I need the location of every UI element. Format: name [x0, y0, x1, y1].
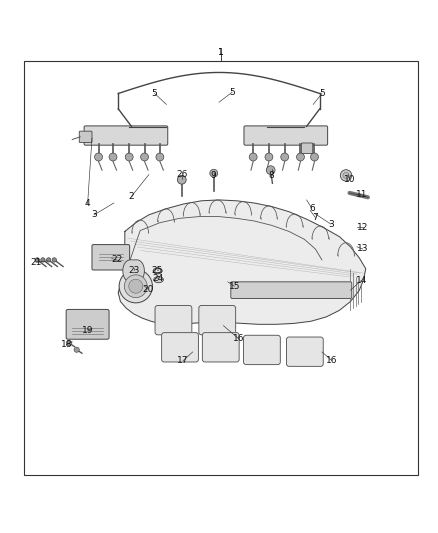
Circle shape — [52, 258, 57, 262]
Text: 15: 15 — [229, 282, 240, 290]
Text: 5: 5 — [152, 89, 158, 98]
Circle shape — [35, 258, 39, 262]
FancyBboxPatch shape — [92, 245, 130, 270]
Text: 4: 4 — [85, 199, 90, 208]
FancyBboxPatch shape — [202, 333, 239, 362]
Circle shape — [266, 166, 275, 174]
Text: 3: 3 — [328, 220, 334, 229]
Polygon shape — [123, 260, 145, 282]
FancyBboxPatch shape — [244, 335, 280, 365]
Text: 2: 2 — [129, 192, 134, 201]
Text: 6: 6 — [309, 204, 315, 213]
Text: 26: 26 — [176, 170, 187, 179]
Text: 8: 8 — [268, 171, 275, 180]
FancyBboxPatch shape — [79, 131, 92, 142]
Text: 13: 13 — [357, 245, 368, 254]
FancyBboxPatch shape — [155, 305, 192, 335]
Text: 14: 14 — [356, 276, 367, 285]
Circle shape — [67, 341, 72, 346]
Circle shape — [124, 275, 147, 297]
Circle shape — [119, 270, 152, 303]
Circle shape — [109, 153, 117, 161]
Text: 5: 5 — [319, 89, 325, 98]
Text: 20: 20 — [142, 285, 154, 294]
Text: 22: 22 — [111, 255, 123, 264]
Text: 5: 5 — [229, 87, 235, 96]
FancyBboxPatch shape — [84, 126, 168, 145]
Polygon shape — [118, 200, 366, 325]
Circle shape — [249, 153, 257, 161]
Circle shape — [210, 169, 218, 177]
Circle shape — [297, 153, 304, 161]
Text: 17: 17 — [177, 356, 189, 365]
Text: 10: 10 — [344, 175, 355, 184]
FancyBboxPatch shape — [286, 337, 323, 366]
Circle shape — [125, 153, 133, 161]
Circle shape — [46, 258, 51, 262]
Text: 9: 9 — [211, 171, 217, 180]
Circle shape — [177, 175, 186, 184]
FancyBboxPatch shape — [301, 143, 313, 154]
Circle shape — [156, 153, 164, 161]
Circle shape — [340, 169, 352, 181]
Text: 12: 12 — [357, 223, 368, 231]
FancyBboxPatch shape — [244, 126, 328, 145]
Ellipse shape — [154, 277, 163, 282]
Circle shape — [311, 153, 318, 161]
FancyBboxPatch shape — [199, 305, 236, 335]
Text: 16: 16 — [326, 356, 338, 365]
Circle shape — [141, 153, 148, 161]
FancyBboxPatch shape — [231, 282, 352, 298]
Text: 16: 16 — [233, 334, 244, 343]
Text: 3: 3 — [91, 211, 97, 219]
Circle shape — [343, 172, 349, 179]
Text: 19: 19 — [82, 326, 93, 335]
FancyBboxPatch shape — [162, 333, 198, 362]
FancyBboxPatch shape — [66, 310, 109, 339]
Text: 23: 23 — [128, 265, 139, 274]
Circle shape — [129, 279, 143, 293]
Circle shape — [265, 153, 273, 161]
Text: 25: 25 — [151, 265, 162, 274]
Text: 1: 1 — [218, 49, 224, 57]
Text: 7: 7 — [312, 213, 318, 222]
Text: 11: 11 — [356, 190, 367, 199]
Circle shape — [281, 153, 289, 161]
Circle shape — [74, 347, 79, 352]
Text: 1: 1 — [218, 49, 224, 57]
Text: 24: 24 — [152, 274, 163, 283]
Text: 21: 21 — [30, 257, 42, 266]
Circle shape — [41, 258, 45, 262]
Circle shape — [95, 153, 102, 161]
Text: 18: 18 — [61, 340, 72, 349]
